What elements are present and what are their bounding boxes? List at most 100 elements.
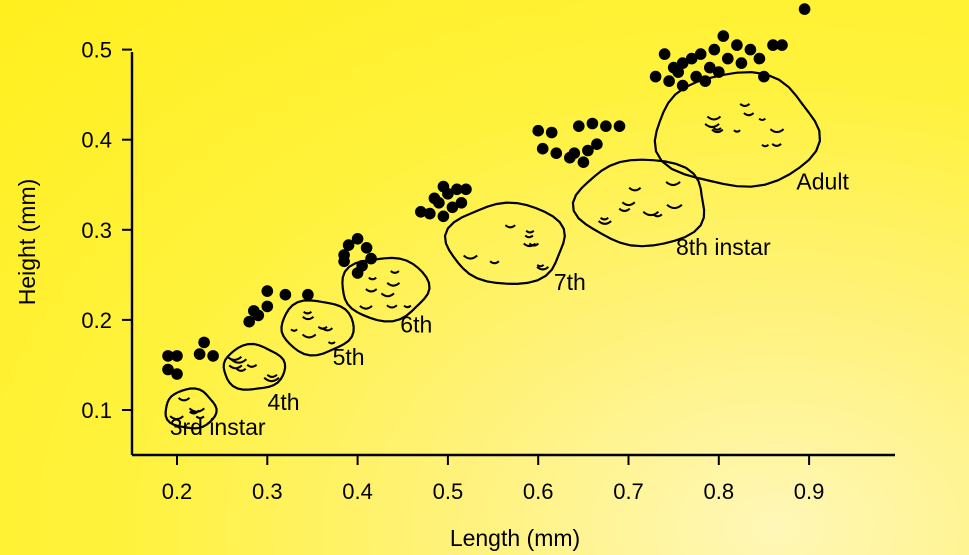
outline-texture-mark (504, 224, 516, 229)
data-point (261, 300, 274, 313)
outline-texture-mark (628, 186, 642, 192)
data-point (744, 43, 757, 56)
x-ticks: 0.2 0.3 0.4 0.5 0.6 0.7 0.8 0.9 (162, 455, 825, 504)
data-point (704, 61, 716, 74)
outline-texture-mark (195, 415, 205, 420)
outline-texture-mark (403, 304, 412, 309)
x-tick-label: 0.3 (252, 479, 283, 504)
outline-texture-mark (359, 305, 373, 310)
data-point (171, 350, 183, 362)
data-point (460, 183, 472, 196)
data-point (713, 66, 725, 78)
y-axis-title: Height (mm) (14, 179, 40, 306)
outline-texture-mark (365, 288, 378, 293)
outline-texture-mark (523, 242, 537, 248)
instar-label: 7th (554, 269, 586, 295)
outline-texture-mark (528, 242, 540, 247)
outline-texture-mark (230, 358, 248, 364)
outline-shape (571, 158, 706, 248)
outline-texture-mark (642, 210, 660, 217)
y-ticks: 0.1 0.2 0.3 0.4 0.5 (81, 38, 132, 423)
x-tick-label: 0.5 (433, 479, 464, 504)
data-point (536, 142, 549, 155)
data-point (663, 75, 675, 87)
data-point (582, 144, 594, 157)
outline-texture-mark (169, 415, 184, 421)
instar-label: 5th (333, 344, 365, 370)
data-point (428, 192, 441, 205)
x-tick-label: 0.7 (613, 479, 644, 504)
outline-texture-mark (712, 127, 722, 131)
data-point (532, 124, 544, 137)
outline-texture-mark (263, 377, 280, 383)
data-point (690, 70, 702, 83)
outline-texture-mark (704, 123, 720, 129)
outline-texture-mark (228, 364, 243, 370)
data-point (351, 267, 364, 279)
outline-texture-mark (321, 327, 334, 332)
y-tick-label: 0.1 (81, 398, 112, 423)
outline-texture-mark (302, 315, 315, 321)
data-point (545, 126, 558, 139)
outline-texture-mark (666, 203, 683, 210)
outline-texture-mark (733, 129, 741, 133)
data-point (207, 350, 219, 362)
outline-texture-mark (771, 143, 782, 147)
outline-texture-mark (743, 112, 755, 117)
outline-texture-mark (177, 397, 191, 402)
outline-texture-mark (266, 373, 278, 378)
outline-texture-mark (303, 310, 313, 315)
x-tick-label: 0.6 (523, 479, 554, 504)
outline-texture-mark (665, 181, 681, 187)
outline-texture-mark (536, 264, 545, 268)
data-point (722, 52, 734, 65)
outline-texture-mark (226, 356, 243, 361)
x-tick-label: 0.4 (342, 479, 373, 504)
outline-shape (222, 342, 287, 391)
instar-outline (443, 201, 566, 286)
data-point (699, 75, 712, 87)
outline-texture-mark (380, 292, 395, 298)
instar-label: Adult (796, 168, 849, 194)
y-tick-label: 0.2 (81, 308, 112, 333)
plot-area: 0.2 0.3 0.4 0.5 0.6 0.7 0.8 0.9 0.1 0.2 0.3 0.4 0.5… (81, 3, 895, 504)
data-point (658, 48, 671, 60)
outline-texture-mark (761, 144, 770, 148)
data-point (667, 61, 680, 74)
outline-texture-mark (621, 201, 636, 207)
y-tick-label: 0.4 (81, 128, 112, 153)
data-point (550, 147, 563, 159)
data-point (360, 242, 373, 254)
data-point (455, 197, 468, 209)
outline-shape (341, 256, 431, 323)
data-point (708, 43, 721, 56)
instar-outline (653, 70, 822, 188)
data-point (586, 117, 599, 130)
outline-texture-mark (758, 117, 767, 121)
data-point (451, 183, 463, 196)
data-point (248, 305, 260, 317)
outline-texture-mark (301, 333, 317, 339)
data-point (437, 210, 450, 223)
outline-texture-mark (525, 230, 535, 234)
data-point (171, 368, 183, 380)
data-point (676, 79, 689, 92)
data-point (342, 239, 355, 251)
outline-texture-mark (706, 115, 722, 121)
data-point (424, 207, 436, 220)
x-tick-label: 0.9 (794, 479, 825, 504)
point-group (162, 3, 811, 380)
outline-texture-mark (386, 304, 398, 309)
outline-texture-mark (463, 254, 478, 260)
outline-texture-mark (618, 207, 631, 212)
data-point (351, 233, 364, 245)
data-point (162, 363, 174, 376)
data-point (776, 39, 788, 51)
data-point (694, 48, 707, 60)
outline-texture-mark (536, 266, 550, 271)
outline-texture-mark (386, 282, 401, 287)
outline-texture-mark (711, 128, 724, 134)
data-point (338, 255, 350, 268)
